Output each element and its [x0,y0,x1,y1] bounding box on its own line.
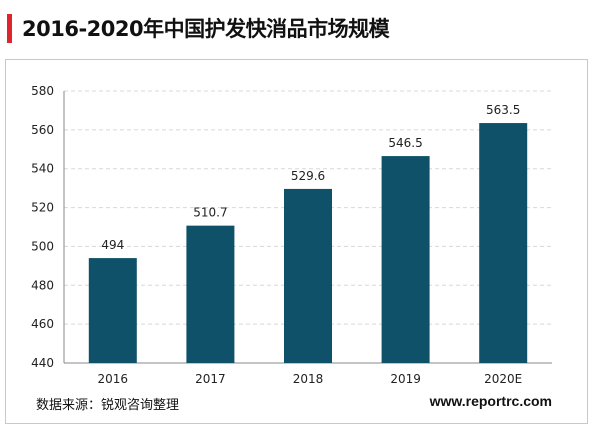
y-tick-label: 560 [31,123,54,137]
page-title: 2016-2020年中国护发快消品市场规模 [22,17,390,41]
x-tick-label: 2016 [98,372,129,386]
x-tick-label: 2018 [293,372,324,386]
y-tick-label: 460 [31,317,54,331]
x-tick-label: 2020E [484,372,522,386]
bar-value-label: 494 [101,238,124,252]
bar-value-label: 510.7 [193,206,227,220]
y-tick-label: 540 [31,162,54,176]
bar [88,258,137,363]
website-watermark: www.reportrc.com [429,393,552,409]
bar-value-label: 546.5 [388,136,422,150]
x-tick-label: 2017 [195,372,226,386]
chart-frame [5,59,588,424]
bar [381,156,430,363]
y-tick-label: 440 [31,356,54,370]
y-tick-label: 500 [31,239,54,253]
bar [479,123,528,363]
bar [186,225,235,363]
y-tick-label: 580 [31,84,54,98]
bar [284,188,332,363]
x-tick-label: 2019 [390,372,421,386]
y-tick-label: 480 [31,278,54,292]
y-tick-label: 520 [31,201,54,215]
bar-value-label: 529.6 [291,169,325,183]
bar-value-label: 563.5 [486,103,520,117]
data-source: 数据来源：锐观咨询整理 [36,398,180,413]
title-accent-bar [7,14,12,43]
